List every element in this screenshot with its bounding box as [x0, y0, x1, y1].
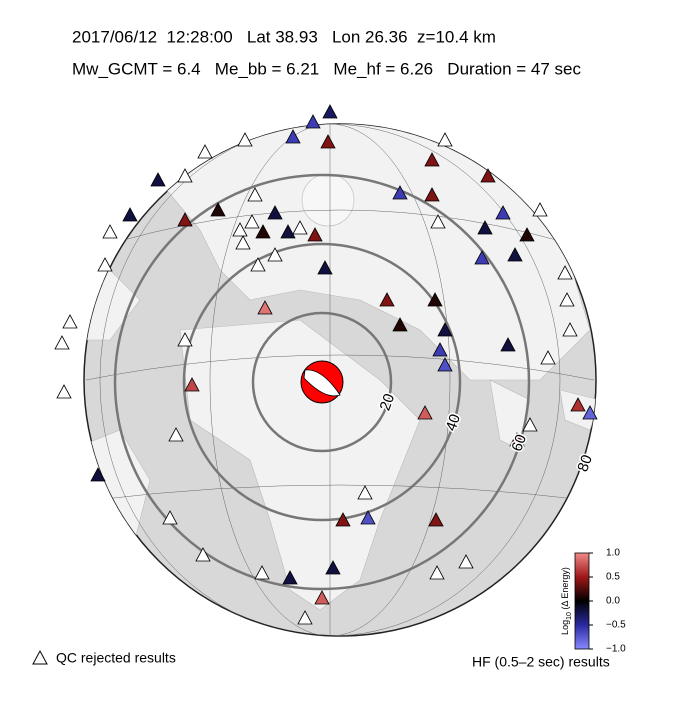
station [379, 292, 395, 307]
station [307, 227, 323, 242]
station [244, 214, 260, 229]
station [177, 332, 193, 347]
colorbar [574, 552, 590, 650]
station [320, 134, 336, 149]
station [557, 265, 573, 280]
header-line: 2017/06/12 12:28:00 Lat 38.93 Lon 26.36 … [72, 27, 496, 46]
station [540, 350, 556, 365]
station [250, 257, 266, 272]
beachball [300, 360, 344, 404]
station [255, 224, 271, 239]
station [582, 405, 598, 420]
station [437, 357, 453, 372]
station [430, 214, 446, 229]
station [168, 427, 184, 442]
station [509, 432, 525, 447]
station [247, 187, 263, 202]
station [392, 185, 408, 200]
station [184, 377, 200, 392]
station [317, 260, 333, 275]
colorbar-tick-label: −1.0 [606, 644, 626, 655]
station [522, 417, 538, 432]
station [282, 570, 298, 585]
station [177, 212, 193, 227]
station [428, 512, 444, 527]
station [232, 222, 248, 237]
station [477, 220, 493, 235]
legend-label: HF (0.5–2 sec) results [472, 654, 610, 670]
station [280, 224, 296, 239]
colorbar-tick-label: 0.0 [606, 596, 620, 607]
station [437, 132, 453, 147]
station [210, 202, 226, 217]
station [150, 172, 166, 187]
station [458, 554, 474, 569]
station [392, 317, 408, 332]
station [480, 168, 496, 183]
colorbar-tick-label: 1.0 [606, 548, 620, 559]
station [335, 512, 351, 527]
station [97, 257, 113, 272]
land [84, 124, 596, 611]
station [54, 335, 70, 350]
station [305, 114, 321, 129]
station [325, 560, 341, 575]
station [90, 467, 106, 482]
station [417, 405, 433, 420]
station [360, 510, 376, 525]
station [237, 132, 253, 147]
station [474, 250, 490, 265]
station [285, 129, 301, 144]
station [197, 144, 213, 159]
station [432, 342, 448, 357]
legend-symbol [32, 649, 48, 665]
distance-ring [251, 311, 393, 453]
station [235, 235, 251, 250]
colorbar-tick-label: 0.5 [606, 572, 620, 583]
station [507, 247, 523, 262]
colorbar-tick-label: −0.5 [606, 620, 626, 631]
station [429, 565, 445, 580]
station [56, 384, 72, 399]
station [562, 322, 578, 337]
station [267, 247, 283, 262]
distance-ring [182, 242, 462, 522]
station [297, 610, 313, 625]
station [427, 292, 443, 307]
station [424, 152, 440, 167]
station [424, 187, 440, 202]
station [177, 168, 193, 183]
station [495, 205, 511, 220]
station [102, 224, 118, 239]
station [257, 300, 273, 315]
station [292, 220, 308, 235]
colorbar-label: Log10 (Δ Energy) [560, 567, 572, 635]
station [570, 397, 586, 412]
station [122, 207, 138, 222]
station [500, 337, 516, 352]
station [437, 322, 453, 337]
station [254, 565, 270, 580]
station [195, 547, 211, 562]
distance-ring [113, 173, 531, 591]
station [62, 314, 78, 329]
station [267, 205, 283, 220]
station [532, 202, 548, 217]
station [559, 292, 575, 307]
station [322, 104, 338, 119]
station [162, 510, 178, 525]
legend-label: QC rejected results [56, 650, 176, 666]
header-line: Mw_GCMT = 6.4 Me_bb = 6.21 Me_hf = 6.26 … [72, 59, 582, 78]
station [519, 227, 535, 242]
station [314, 590, 330, 605]
station [357, 485, 373, 500]
